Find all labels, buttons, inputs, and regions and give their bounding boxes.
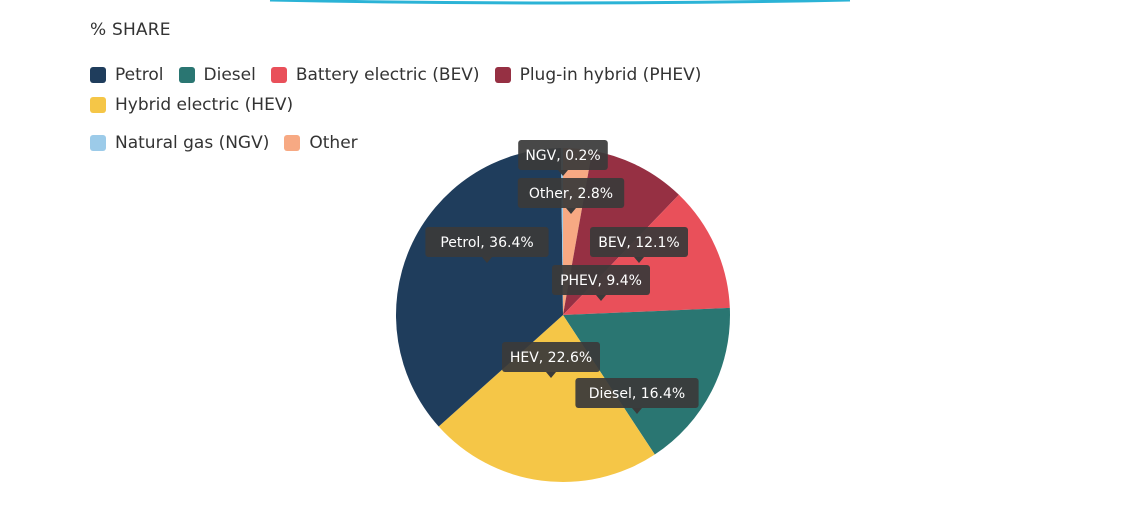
pie-slice-petrol[interactable] [396,148,563,427]
pie-slice-hev[interactable] [438,315,655,482]
legend-swatch [284,135,301,151]
legend-item-other[interactable]: Other [284,132,358,154]
legend-swatch [270,67,287,83]
data-label-ngv: NGV, 0.2% [518,140,608,176]
legend-swatch [494,67,511,83]
legend-label: Other [309,133,358,153]
data-label-text: BEV, 12.1% [598,235,679,251]
data-label-text: HEV, 22.6% [510,350,592,366]
data-label-diesel: Diesel, 16.4% [575,378,699,414]
data-label-other: Other, 2.8% [517,178,625,214]
legend-item-petrol[interactable]: Petrol [90,64,164,86]
legend-label: Natural gas (NGV) [115,133,270,153]
legend-item-diesel[interactable]: Diesel [178,64,256,86]
legend-item-ngv[interactable]: Natural gas (NGV) [90,132,269,154]
legend-label: Diesel [203,65,256,85]
legend-swatch [90,135,106,151]
legend-item-bev[interactable]: Battery electric (BEV) [270,64,480,86]
legend-swatch [90,97,106,113]
legend-label: Plug-in hybrid (PHEV) [519,65,702,85]
data-label-bev: BEV, 12.1% [590,227,688,263]
data-label-hev: HEV, 22.6% [502,342,600,378]
data-label-text: Petrol, 36.4% [440,235,533,251]
legend-swatch [90,67,106,83]
header-accent [269,0,851,5]
data-label-text: Diesel, 16.4% [589,386,685,402]
data-label-text: Other, 2.8% [529,186,613,202]
data-label-phev: PHEV, 9.4% [552,265,650,301]
legend-label: Battery electric (BEV) [295,65,480,85]
legend-item-hev[interactable]: Hybrid electric (HEV) [90,94,293,116]
chart-subtitle: % SHARE [90,20,171,40]
legend-label: Hybrid electric (HEV) [115,95,294,115]
data-label-text: PHEV, 9.4% [560,273,642,289]
legend-item-phev[interactable]: Plug-in hybrid (PHEV) [494,64,702,86]
data-label-petrol: Petrol, 36.4% [425,227,549,263]
legend-swatch [178,67,195,83]
data-label-text: NGV, 0.2% [525,148,600,164]
legend-label: Petrol [115,65,164,85]
chart-legend: Petrol Diesel Battery electric (BEV) Plug-i… [90,64,910,154]
